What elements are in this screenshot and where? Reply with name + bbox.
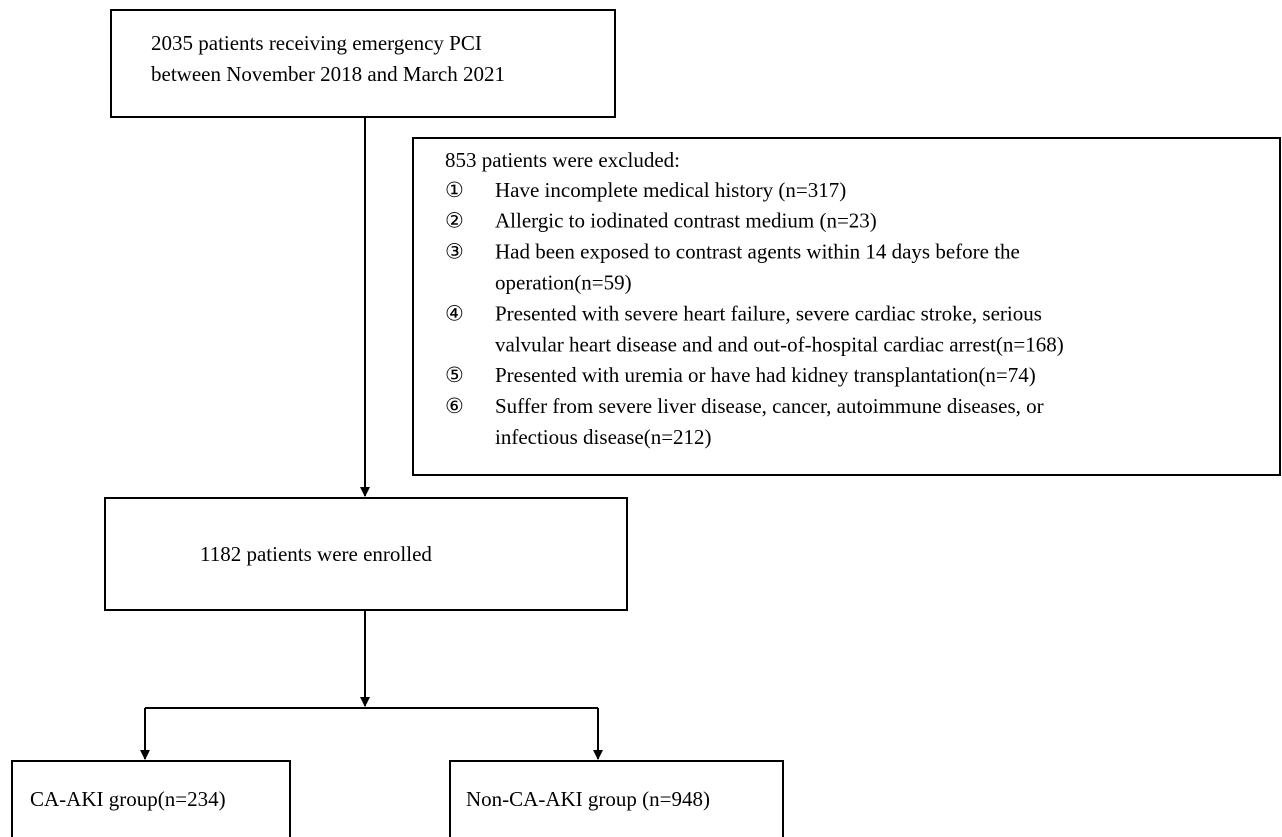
enrolled-box [104,497,628,611]
exclusion-list: ① Have incomplete medical history (n=317)… [445,178,1064,449]
item-marker: ⑤ [445,363,464,387]
node-text: between November 2018 and March 2021 [151,62,505,86]
start-box [110,9,616,118]
item-text: infectious disease(n=212) [495,425,712,449]
exclusion-title: 853 patients were excluded: [445,148,680,172]
item-text: valvular heart disease and and out-of-ho… [495,332,1064,356]
item-marker: ④ [445,301,464,325]
item-text: operation(n=59) [495,271,632,295]
item-marker: ② [445,209,464,233]
item-text: Presented with uremia or have had kidney… [495,363,1036,387]
item-text: Suffer from severe liver disease, cancer… [495,394,1044,418]
item-text: Have incomplete medical history (n=317) [495,178,846,202]
item-text: Allergic to iodinated contrast medium (n… [495,209,877,233]
node-text: 1182 patients were enrolled [200,542,432,566]
item-marker: ⑥ [445,394,464,418]
node-text: 2035 patients receiving emergency PCI [151,31,482,55]
group-box [449,760,784,837]
item-text: Had been exposed to contrast agents with… [495,240,1020,264]
item-marker: ① [445,178,464,202]
exclusion-box [412,137,1281,476]
item-text: Presented with severe heart failure, sev… [495,301,1042,325]
node-text: CA-AKI group(n=234) [30,787,226,811]
node-text: Non-CA-AKI group (n=948) [466,787,710,811]
item-marker: ③ [445,240,464,264]
group-box [11,760,291,837]
